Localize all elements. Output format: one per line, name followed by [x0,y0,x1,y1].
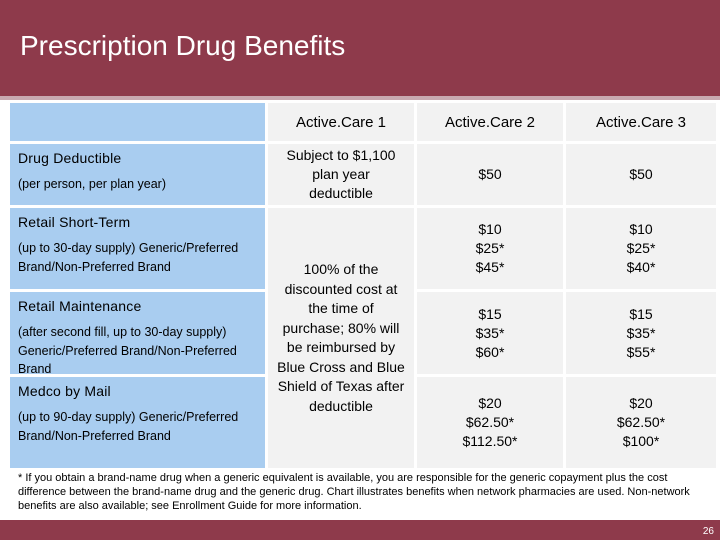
row-subtitle: (per person, per plan year) [18,177,166,191]
header-corner-cell [10,103,265,141]
column-header-activecare-3: Active.Care 3 [566,103,716,141]
value-non-preferred: $100* [622,433,660,449]
value-non-preferred: $112.50* [462,433,518,449]
value-non-preferred: $45* [475,259,505,275]
ac2-deductible-cell: $50 [417,144,563,205]
ac2-retail-maintenance-cell: $15 $35* $60* [417,292,563,374]
ac3-retail-short-term-cell: $10 $25* $40* [566,208,716,289]
value-preferred: $62.50* [465,414,515,430]
value-generic: $20 [478,395,502,411]
row-label-drug-deductible: Drug Deductible (per person, per plan ye… [10,144,265,205]
value-preferred: $35* [475,324,505,341]
value-generic: $20 [629,395,653,411]
row-subtitle: (up to 30-day supply) Generic/Preferred … [18,241,239,274]
value-preferred: $62.50* [616,414,666,430]
row-label-medco-by-mail: Medco by Mail (up to 90-day supply) Gene… [10,377,265,468]
value-preferred: $25* [475,240,505,256]
value-generic: $10 [629,221,653,237]
footnote: * If you obtain a brand-name drug when a… [18,472,690,512]
value-non-preferred: $40* [626,259,656,275]
ac1-merged-text: 100% of the discounted cost at the time … [277,261,405,414]
column-header-activecare-1: Active.Care 1 [268,103,414,141]
value: $50 [478,166,502,182]
header-divider [0,96,720,100]
row-subtitle: (up to 90-day supply) Generic/Preferred … [18,410,239,443]
page-number: 26 [702,526,714,537]
row-label-retail-maintenance: Retail Maintenance (after second fill, u… [10,292,265,376]
row-title: Retail Maintenance [18,298,142,314]
row-subtitle: (after second fill, up to 30-day supply)… [18,325,237,376]
value: $50 [629,166,653,182]
value-generic: $15 [478,305,502,322]
value-preferred: $25* [626,240,656,256]
ac3-deductible-cell: $50 [566,144,716,205]
benefits-table: Active.Care 1 Active.Care 2 Active.Care … [10,103,716,468]
ac1-merged-cell: 100% of the discounted cost at the time … [268,208,414,468]
row-title: Medco by Mail [18,383,111,399]
slide-title: Prescription Drug Benefits [20,30,346,61]
ac3-medco-by-mail-cell: $20 $62.50* $100* [566,377,716,468]
value-generic: $10 [478,221,502,237]
ac1-deductible-text: Subject to $1,100 plan year deductible [286,147,396,201]
ac2-medco-by-mail-cell: $20 $62.50* $112.50* [417,377,563,468]
ac2-retail-short-term-cell: $10 $25* $45* [417,208,563,289]
value-preferred: $35* [626,324,656,341]
row-title: Retail Short-Term [18,214,131,230]
value-non-preferred: $60* [475,343,505,360]
ac3-retail-maintenance-cell: $15 $35* $55* [566,292,716,374]
row-title: Drug Deductible [18,150,122,166]
slide-footer: 26 [0,520,720,540]
slide-header: Prescription Drug Benefits [0,0,720,100]
ac1-deductible-cell: Subject to $1,100 plan year deductible [268,144,414,205]
row-label-retail-short-term: Retail Short-Term (up to 30-day supply) … [10,208,265,289]
value-non-preferred: $55* [626,343,656,360]
value-generic: $15 [629,305,653,322]
column-header-activecare-2: Active.Care 2 [417,103,563,141]
